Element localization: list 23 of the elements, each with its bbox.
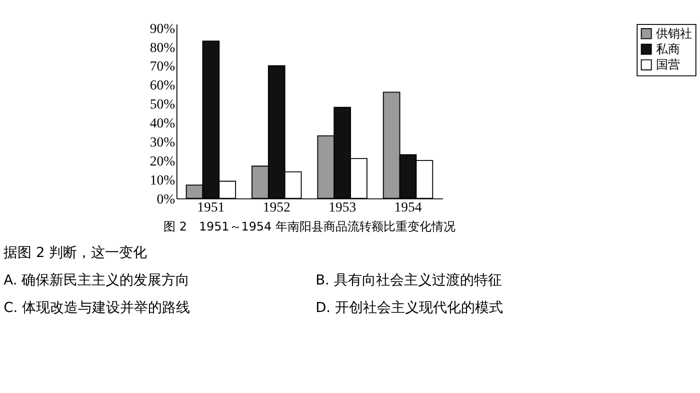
y-tick-label: 40% — [150, 116, 176, 131]
legend-label: 国营 — [656, 58, 680, 72]
y-tick-label: 50% — [150, 96, 176, 112]
legend-label: 供销社 — [656, 26, 692, 40]
y-tick-label: 90% — [150, 20, 176, 36]
text: 图 2 1951～1954 年南阳县商品流转额比重变化情况 — [164, 219, 456, 234]
legend-label: 私商 — [656, 42, 680, 56]
y-tick-label: 70% — [150, 58, 176, 74]
text: A. 确保新民主主义的发展方向 — [4, 272, 190, 289]
y-tick-label: 0% — [156, 191, 176, 206]
y-tick-label: 20% — [150, 153, 176, 168]
y-tick-label: 80% — [150, 40, 176, 55]
text: C. 体现改造与建设并举的路线 — [4, 300, 190, 316]
x-tick-label: 1954 — [394, 200, 422, 215]
text: 据图 2 判断，这一变化 — [4, 245, 148, 262]
y-tick-label: 30% — [150, 134, 176, 150]
y-tick-label: 60% — [150, 78, 176, 93]
text: B. 具有向社会主义过渡的特征 — [316, 272, 502, 289]
x-tick-label: 1952 — [262, 200, 290, 215]
y-tick-label: 10% — [150, 172, 176, 188]
x-tick-label: 1953 — [328, 200, 356, 215]
x-tick-label: 1951 — [197, 200, 225, 215]
text: D. 开创社会主义现代化的模式 — [316, 300, 503, 316]
